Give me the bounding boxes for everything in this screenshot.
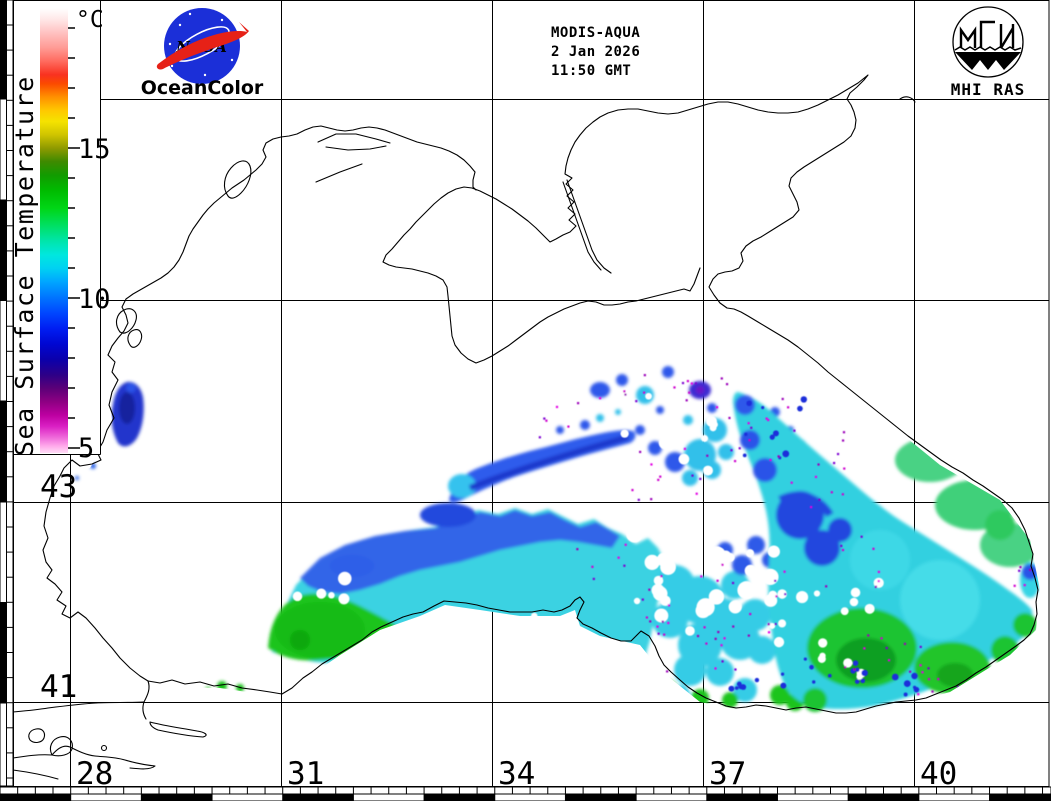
lon-label-28: 28	[76, 756, 113, 792]
lat-label-41: 41	[40, 669, 77, 705]
coastline	[12, 74, 1039, 780]
lat-label-43: 43	[40, 469, 77, 505]
mhi-ras-logo: MHI RAS	[951, 6, 1025, 99]
colorbar-tick-label-5: 5	[78, 433, 94, 464]
mhi-emblem-icon	[959, 20, 1015, 49]
lon-label-40: 40	[920, 756, 957, 792]
bottom-degree-ruler	[0, 786, 1051, 801]
left-degree-ruler	[0, 0, 14, 787]
colorbar-ticks	[68, 27, 80, 449]
time-label: 11:50 GMT	[551, 63, 631, 79]
colorbar-gradient	[40, 8, 68, 453]
date-label: 2 Jan 2026	[551, 44, 640, 60]
colorbar-tick-label-15: 15	[78, 134, 111, 165]
mhi-ras-label: MHI RAS	[951, 80, 1025, 99]
colorbar: 15 10 5 °C Sea Surface Temperature	[10, 7, 111, 464]
colorbar-title: Sea Surface Temperature	[10, 75, 39, 456]
oceancolor-label: OceanColor	[141, 77, 264, 99]
image-header: MODIS-AQUA 2 Jan 2026 11:50 GMT	[551, 25, 640, 79]
nasa-oceancolor-logo: NASA OceanColor	[141, 8, 264, 99]
nasa-swoosh-icon	[156, 22, 249, 70]
colorbar-unit-label: °C	[76, 7, 104, 33]
lon-label-37: 37	[709, 756, 746, 792]
axis-labels: 43 41 28 31 34 37 40	[40, 469, 957, 792]
lon-label-34: 34	[498, 756, 535, 792]
lon-label-31: 31	[287, 756, 324, 792]
colorbar-tick-label-10: 10	[78, 284, 111, 315]
sensor-label: MODIS-AQUA	[551, 25, 640, 41]
graticule-grid	[13, 0, 1049, 786]
